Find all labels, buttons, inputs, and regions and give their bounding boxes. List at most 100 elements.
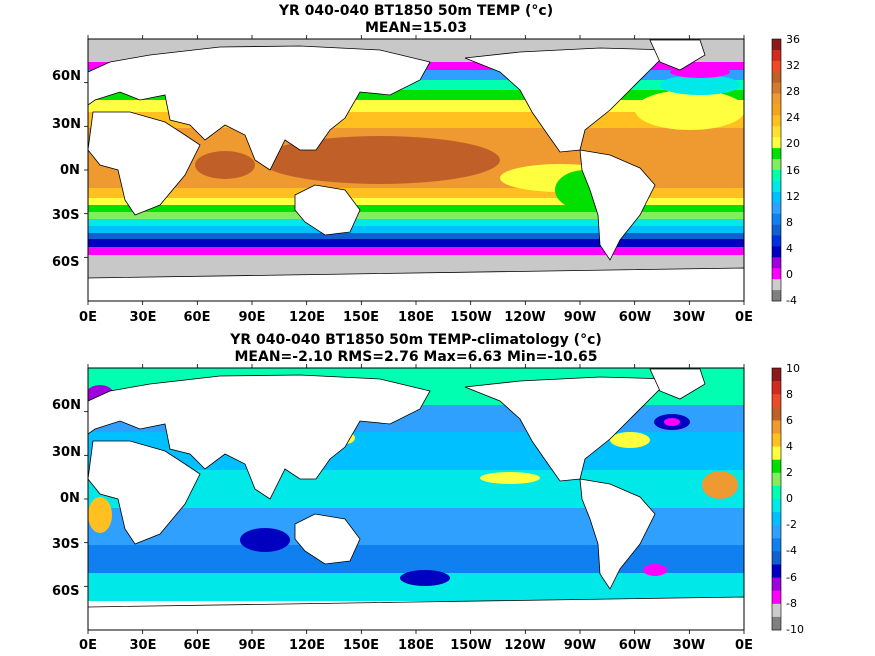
colorbar-label: 10 <box>786 362 800 375</box>
colorbar-label: 4 <box>786 440 793 453</box>
lon-label: 30W <box>672 310 706 325</box>
colorbar-swatch <box>772 104 781 116</box>
colorbar-swatch <box>772 616 781 631</box>
lat-label-30s: 30S <box>52 208 80 223</box>
lat-label-60n: 60N <box>52 398 81 413</box>
colorbar-label: 32 <box>786 59 800 72</box>
lon-label: 120W <box>504 310 546 325</box>
colorbar-label: 8 <box>786 216 793 229</box>
colorbar-swatch <box>772 49 781 62</box>
colorbar-label: 6 <box>786 414 793 427</box>
colorbar-label: 0 <box>786 268 793 281</box>
colorbar-swatch <box>772 564 781 578</box>
colorbar-swatch <box>772 60 781 73</box>
lon-label: 0E <box>735 310 753 325</box>
lon-label: 0E <box>735 638 753 653</box>
colorbar-swatch <box>772 459 781 474</box>
colorbar-swatch <box>772 257 781 269</box>
panel1-subtitle: MEAN=15.03 <box>364 20 468 36</box>
colorbar-swatch <box>772 512 781 526</box>
colorbar-label: 16 <box>786 164 800 177</box>
lon-label: 150E <box>342 310 380 325</box>
lon-label: 90W <box>563 310 597 325</box>
colorbar-label: 4 <box>786 242 793 255</box>
colorbar-frame <box>771 367 782 631</box>
colorbar-swatch <box>772 170 781 182</box>
colorbar-label: 0 <box>786 492 793 505</box>
colorbar-label: -4 <box>786 294 797 307</box>
lon-label: 0E <box>79 638 97 653</box>
lat-label-0n: 0N <box>60 163 80 178</box>
colorbar-label: 8 <box>786 388 793 401</box>
colorbar-label: 2 <box>786 466 793 479</box>
panel2-title: YR 040-040 BT1850 50m TEMP-climatology (… <box>230 332 602 348</box>
colorbar-swatch <box>772 224 781 236</box>
lon-label: 180E <box>397 638 435 653</box>
colorbar-swatch <box>772 159 781 171</box>
lon-label: 60E <box>183 638 211 653</box>
colorbar-swatch <box>772 538 781 552</box>
colorbar-swatch <box>772 577 781 591</box>
colorbar-swatch <box>772 420 781 434</box>
colorbar-swatch <box>772 202 781 214</box>
lat-label-30n: 30N <box>52 445 81 460</box>
colorbar-anomaly <box>771 367 782 631</box>
colorbar-swatch <box>772 290 781 302</box>
colorbar-swatch <box>772 551 781 565</box>
colorbar-label: -2 <box>786 518 797 531</box>
lon-label: 60E <box>183 310 211 325</box>
colorbar-swatch <box>772 137 781 149</box>
lon-label: 120E <box>288 638 326 653</box>
lat-label-60s: 60S <box>52 255 80 270</box>
colorbar-swatch <box>772 446 781 460</box>
lat-label-60s: 60S <box>52 584 80 599</box>
colorbar-label: 24 <box>786 111 800 124</box>
colorbar-label: -8 <box>786 597 797 610</box>
panel1-title: YR 040-040 BT1850 50m TEMP (°c) <box>278 3 554 19</box>
colorbar-label: 36 <box>786 33 800 46</box>
colorbar-swatch <box>772 433 781 447</box>
colorbar-swatch <box>772 82 781 94</box>
lon-label: 120E <box>288 310 326 325</box>
colorbar-swatch <box>772 525 781 539</box>
temperature-map <box>88 39 744 301</box>
colorbar-swatch <box>772 93 781 105</box>
lon-label: 120W <box>504 638 546 653</box>
panel2-subtitle: MEAN=-2.10 RMS=2.76 Max=6.63 Min=-10.65 <box>234 349 598 365</box>
colorbar-swatch <box>772 148 781 160</box>
colorbar-swatch <box>772 180 781 193</box>
lon-label: 30E <box>129 310 157 325</box>
colorbar-label: 28 <box>786 85 800 98</box>
anomaly-map <box>88 368 744 630</box>
colorbar-swatch <box>772 115 781 127</box>
colorbar-label: -10 <box>786 623 804 636</box>
colorbar-swatch <box>772 213 781 225</box>
colorbar-frame <box>771 38 782 302</box>
colorbar-swatch <box>772 126 781 138</box>
colorbar-label: -4 <box>786 544 797 557</box>
lat-label-30n: 30N <box>52 117 81 132</box>
lat-label-60n: 60N <box>52 69 81 84</box>
colorbar-swatch <box>772 590 781 605</box>
colorbar-swatch <box>772 268 781 280</box>
colorbar-swatch <box>772 381 781 395</box>
colorbar-temperature <box>771 38 782 302</box>
lon-label: 0E <box>79 310 97 325</box>
colorbar-label: -6 <box>786 571 797 584</box>
lon-label: 90E <box>238 638 266 653</box>
lon-label: 180E <box>397 310 435 325</box>
colorbar-swatch <box>772 279 781 291</box>
colorbar-swatch <box>772 472 781 487</box>
lon-label: 150W <box>450 310 492 325</box>
lon-label: 150W <box>450 638 492 653</box>
colorbar-swatch <box>772 235 781 247</box>
map2-ticks <box>84 364 745 634</box>
colorbar-swatch <box>772 368 781 382</box>
colorbar-swatch <box>772 246 781 258</box>
colorbar-swatch <box>772 499 781 513</box>
lon-label: 60W <box>618 638 652 653</box>
lon-label: 30W <box>672 638 706 653</box>
lat-label-0n: 0N <box>60 491 80 506</box>
colorbar-swatch <box>772 394 781 408</box>
